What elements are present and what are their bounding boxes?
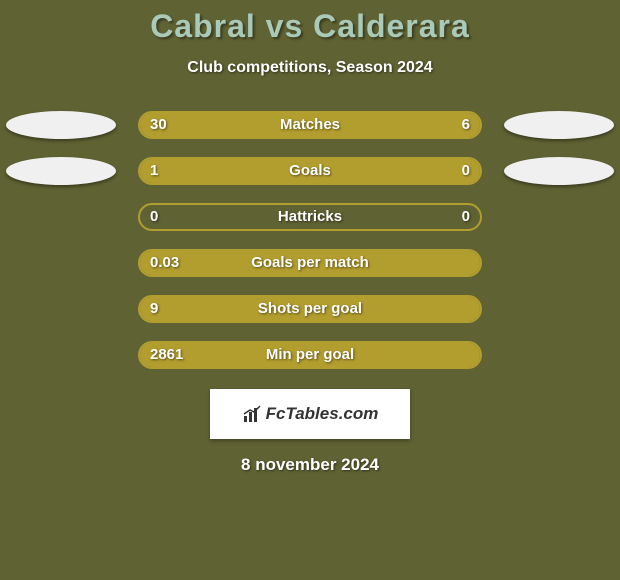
stat-row: Hattricks0 0 [0, 203, 620, 231]
stat-row: Goals per match0.03 [0, 249, 620, 277]
stat-left-value: 30 [150, 111, 167, 139]
team-badge-left [6, 111, 116, 139]
team-badge-right [504, 111, 614, 139]
logo: FcTables.com [242, 404, 379, 424]
stat-left-value: 0.03 [150, 249, 179, 277]
stat-label: Goals [138, 157, 482, 185]
logo-box: FcTables.com [210, 389, 410, 439]
comparison-rows: Matches306Goals10Hattricks00Goals per ma… [0, 111, 620, 369]
stat-left-value: 0 [150, 203, 158, 231]
page-title: Cabral vs Calderara [0, 0, 620, 45]
stat-label: Shots per goal [138, 295, 482, 323]
team-badge-right [504, 157, 614, 185]
stat-label: Goals per match [138, 249, 482, 277]
stat-label: Hattricks [138, 203, 482, 231]
stat-label: Min per goal [138, 341, 482, 369]
date-label: 8 november 2024 [0, 455, 620, 475]
stat-label: Matches [138, 111, 482, 139]
stat-left-value: 9 [150, 295, 158, 323]
stat-row: Goals1 0 [0, 157, 620, 185]
chart-icon [242, 404, 262, 424]
logo-text: FcTables.com [266, 404, 379, 424]
stat-right-value: 0 [462, 157, 470, 185]
stat-left-value: 1 [150, 157, 158, 185]
stat-left-value: 2861 [150, 341, 183, 369]
stat-right-value: 0 [462, 203, 470, 231]
stat-row: Min per goal2861 [0, 341, 620, 369]
team-badge-left [6, 157, 116, 185]
stat-row: Shots per goal9 [0, 295, 620, 323]
stat-right-value: 6 [462, 111, 470, 139]
stat-row: Matches30 6 [0, 111, 620, 139]
subtitle: Club competitions, Season 2024 [0, 59, 620, 77]
